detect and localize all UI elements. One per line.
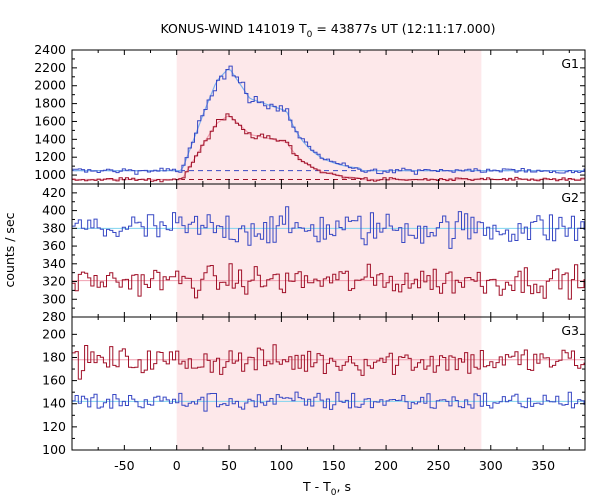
y-tick-label: 1200 xyxy=(34,149,66,164)
y-tick-label: 340 xyxy=(42,256,66,271)
x-tick-label: -50 xyxy=(114,458,134,473)
panel-g3: 100 120 140 160 180 200 G3 xyxy=(42,316,586,457)
y-tick-label: 280 xyxy=(42,309,66,324)
series-line-1 xyxy=(72,113,585,183)
series-line-1 xyxy=(72,391,585,412)
x-tick-label: 50 xyxy=(221,458,237,473)
x-tick-label: 350 xyxy=(531,458,555,473)
x-tick-label: 150 xyxy=(322,458,346,473)
y-tick-label: 400 xyxy=(42,203,66,218)
x-tick-label: 250 xyxy=(426,458,450,473)
y-tick-label: 380 xyxy=(42,220,66,235)
panel-frame xyxy=(71,316,586,451)
chart-title: KONUS-WIND 141019 T0 = 43877s UT (12:11:… xyxy=(160,21,495,40)
y-tick-label: 300 xyxy=(42,291,66,306)
y-axis-label: counts / sec xyxy=(2,212,17,287)
highlight-region xyxy=(176,50,482,450)
series-line-0 xyxy=(72,65,585,175)
series-line-1 xyxy=(72,263,585,300)
y-tick-label: 140 xyxy=(42,396,66,411)
series-line-0 xyxy=(72,344,585,380)
y-tick-label: 1000 xyxy=(34,167,66,182)
y-tick-label: 180 xyxy=(42,349,66,364)
y-tick-label: 420 xyxy=(42,185,66,200)
y-tick-label: 1800 xyxy=(34,96,66,111)
panel-g1: 1000 1200 1400 1600 1800 2000 2200 2400 G1 xyxy=(34,42,586,185)
y-tick-label: 2000 xyxy=(34,78,66,93)
x-tick-label: 300 xyxy=(479,458,503,473)
y-tick-label: 360 xyxy=(42,238,66,253)
x-axis-label: T - T0, s xyxy=(302,479,351,498)
series-line-0 xyxy=(72,206,585,249)
panel-label: G2 xyxy=(561,190,579,205)
x-tick-label: 200 xyxy=(374,458,398,473)
y-tick-label: 200 xyxy=(42,326,66,341)
y-tick-label: 2200 xyxy=(34,60,66,75)
x-tick-label: 0 xyxy=(173,458,181,473)
y-tick-label: 160 xyxy=(42,373,66,388)
y-tick-label: 100 xyxy=(42,442,66,457)
y-tick-label: 2400 xyxy=(34,42,66,57)
y-tick-label: 1400 xyxy=(34,131,66,146)
y-tick-label: 1600 xyxy=(34,113,66,128)
y-tick-label: 120 xyxy=(42,419,66,434)
x-tick-label: 100 xyxy=(269,458,293,473)
panel-label: G1 xyxy=(561,56,579,71)
panel-label: G3 xyxy=(561,323,579,338)
y-tick-label: 320 xyxy=(42,274,66,289)
